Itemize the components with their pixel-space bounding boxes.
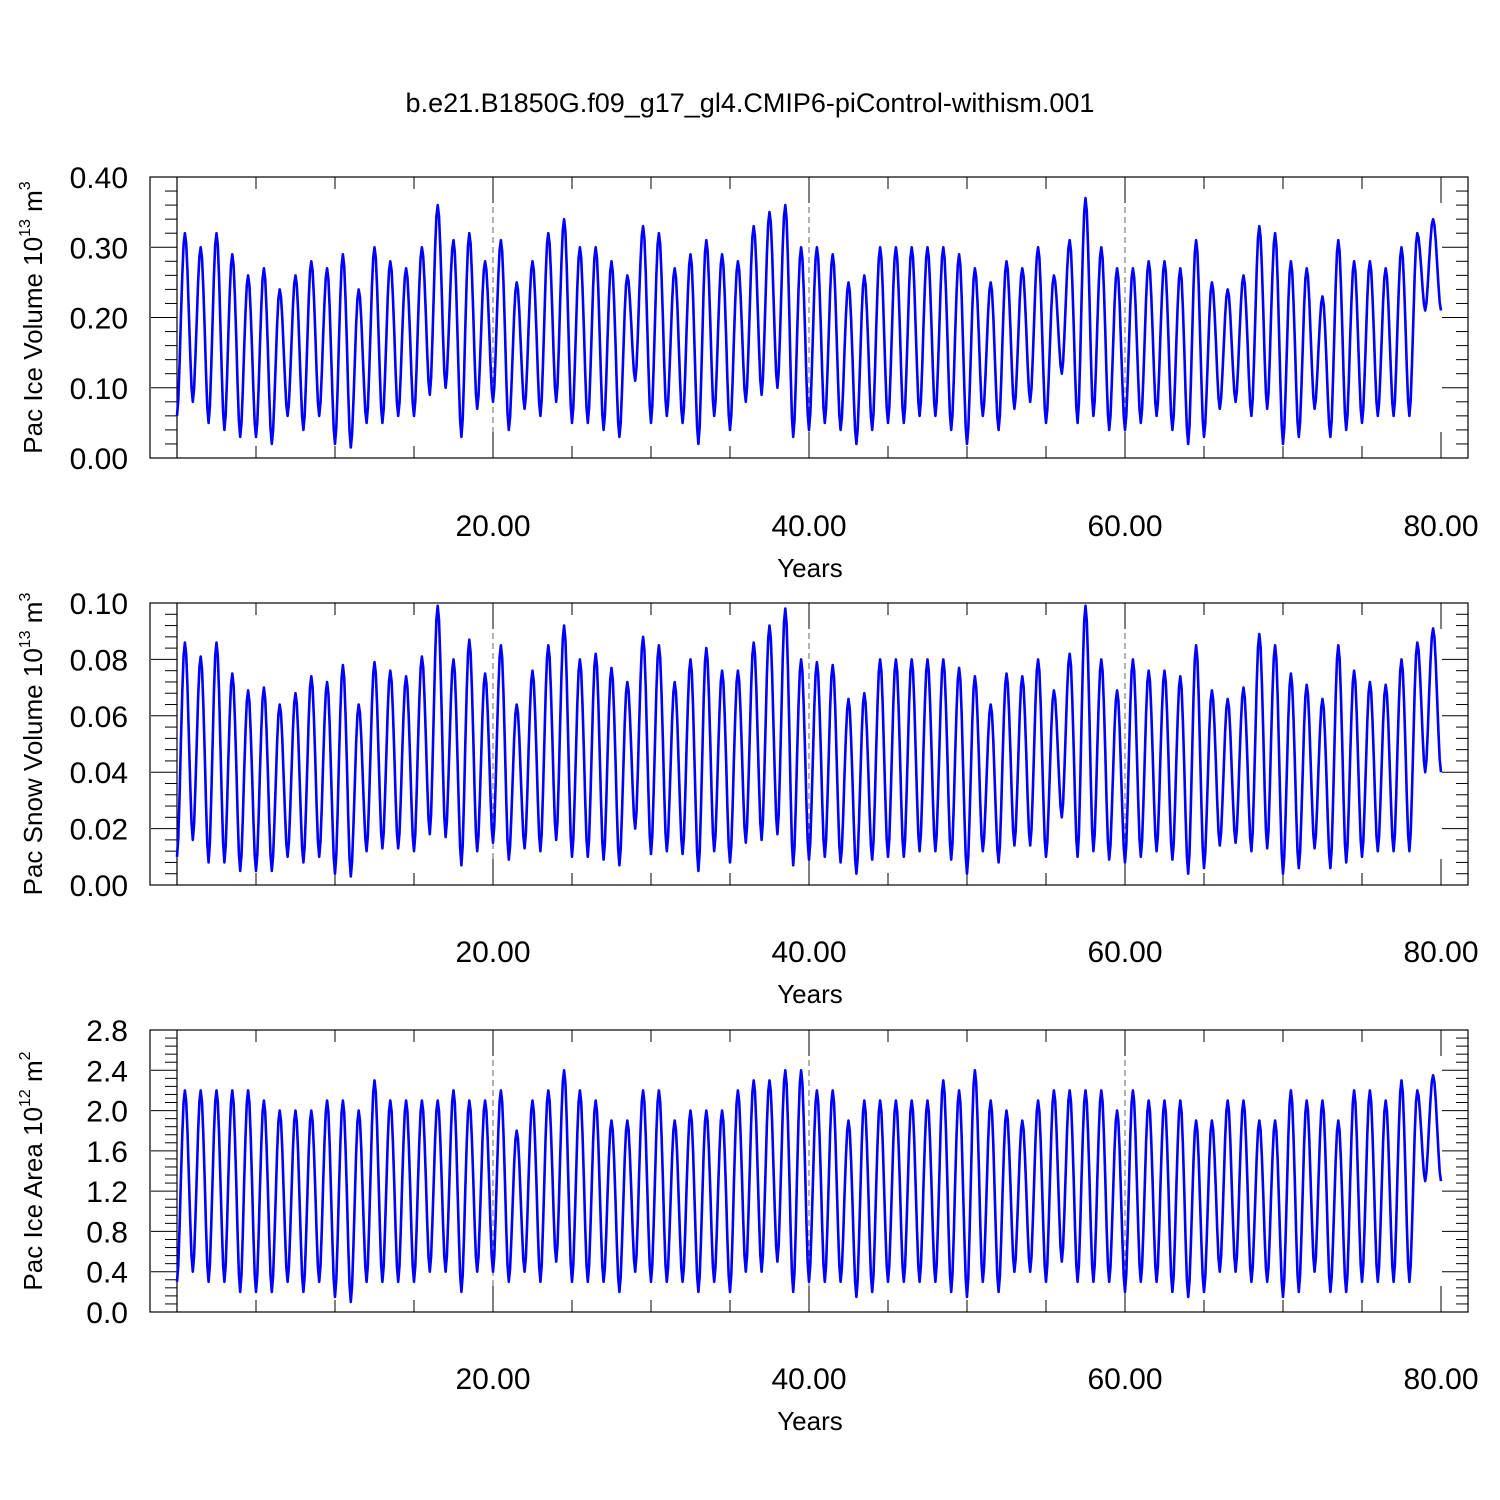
x-tick-label: 20.00 [455, 1363, 530, 1396]
series-line [175, 196, 1443, 449]
series-line [175, 604, 1443, 878]
y-tick-label: 2.4 [86, 1055, 128, 1088]
y-tick-label: 0.08 [70, 644, 128, 677]
x-tick-label: 20.00 [455, 510, 530, 543]
x-tick-label: 60.00 [1087, 1363, 1162, 1396]
x-axis-title: Years [777, 979, 843, 1009]
y-tick-label: 0.40 [70, 162, 128, 195]
y-tick-label: 0.10 [70, 588, 128, 621]
y-axis-title: Pac Ice Volume 1013 m3 [17, 181, 48, 454]
y-tick-label: 0.04 [70, 757, 128, 790]
y-tick-label: 0.10 [70, 373, 128, 406]
x-axis-title: Years [777, 1406, 843, 1436]
y-tick-label: 0.8 [86, 1216, 128, 1249]
x-tick-label: 80.00 [1403, 1363, 1478, 1396]
y-tick-label: 0.30 [70, 232, 128, 265]
y-tick-label: 0.00 [70, 870, 128, 903]
x-tick-label: 40.00 [771, 936, 846, 969]
y-axis-title: Pac Snow Volume 1013 m3 [17, 593, 48, 896]
figure-title: b.e21.B1850G.f09_g17_gl4.CMIP6-piControl… [406, 88, 1095, 118]
y-tick-label: 0.06 [70, 701, 128, 734]
ice-area-panel: 0.0 0.4 0.8 1.2 1.6 2.0 2.4 2.8 20.00 40.00 60.00 8… [17, 1015, 1479, 1436]
y-tick-label: 2.8 [86, 1015, 128, 1048]
y-tick-label: 0.00 [70, 443, 128, 476]
y-tick-label: 0.0 [86, 1297, 128, 1330]
series-line [175, 1069, 1443, 1304]
x-tick-label: 40.00 [771, 510, 846, 543]
y-tick-label: 2.0 [86, 1096, 128, 1129]
y-tick-label: 0.4 [86, 1257, 128, 1290]
x-tick-label: 20.00 [455, 936, 530, 969]
x-tick-label: 40.00 [771, 1363, 846, 1396]
x-axis-title: Years [777, 553, 843, 583]
snow-volume-panel: 0.00 0.02 0.04 0.06 0.08 0.10 20.00 40.00 60.00 8… [17, 588, 1479, 1009]
ice-volume-panel: 0.00 0.10 0.20 0.30 0.40 20.00 40.00 60.00 80.00… [17, 162, 1479, 583]
x-tick-label: 60.00 [1087, 510, 1162, 543]
y-tick-label: 1.6 [86, 1136, 128, 1169]
x-tick-label: 80.00 [1403, 936, 1478, 969]
y-axis-title: Pac Ice Area 1012 m2 [17, 1051, 48, 1290]
y-tick-label: 1.2 [86, 1176, 128, 1209]
x-tick-label: 80.00 [1403, 510, 1478, 543]
x-tick-label: 60.00 [1087, 936, 1162, 969]
y-tick-label: 0.20 [70, 303, 128, 336]
y-tick-label: 0.02 [70, 814, 128, 847]
